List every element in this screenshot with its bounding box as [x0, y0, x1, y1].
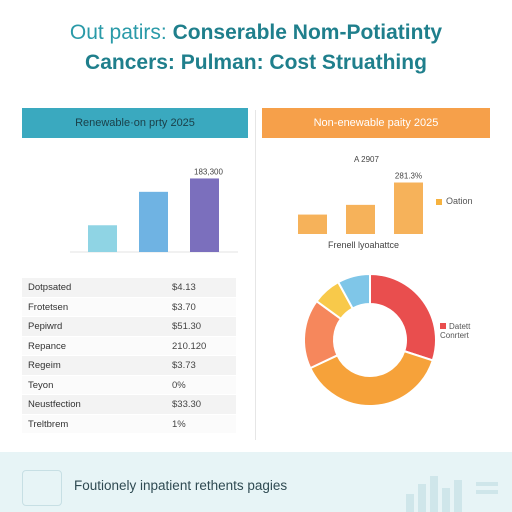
table-cell-value: 1%: [172, 418, 186, 430]
table-row: Frotetsen $3.70: [22, 297, 236, 317]
table-row: Treltbrem 1%: [22, 414, 236, 434]
table-cell-value: 0%: [172, 379, 186, 391]
table-row: Repance 210.120: [22, 336, 236, 356]
renewable-bar-label: 183,300: [194, 167, 223, 176]
nonrenewable-bar: [298, 214, 327, 234]
legend-swatch: [440, 323, 446, 329]
page-title-line1: Out patirs: Conserable Nom-Potiatinty: [0, 20, 512, 46]
legend-datett-label: Datett: [449, 322, 471, 331]
bar-chart-caption: Frenell lyoahattce: [328, 240, 400, 250]
bar-annotation: A 2907: [354, 155, 379, 164]
table-cell-label: Pepiwrd: [28, 321, 63, 332]
table-row: Neustfection $33.30: [22, 395, 236, 415]
nonrenewable-panel-header: Non-enewable paity 2025: [262, 108, 490, 138]
nonrenewable-bar: [394, 182, 423, 234]
table-row: Dotpsated $4.13: [22, 278, 236, 298]
nonrenewable-bar-chart: A 2907 281.3%: [298, 155, 423, 234]
legend-oation-label: Oation: [446, 196, 473, 206]
table-cell-label: Frotetsen: [28, 301, 69, 313]
legend-swatch: [436, 198, 442, 205]
nonrenewable-bar-label: 281.3%: [395, 172, 422, 181]
footer-card-outline: [22, 470, 62, 506]
renewable-bar-chart: 183,300: [70, 167, 238, 253]
table-cell-value: $3.73: [172, 360, 196, 371]
table-row: Pepiwrd $51.30: [22, 317, 236, 337]
table-cell-label: Dotpsated: [28, 282, 72, 293]
footer-caption: Foutionely inpatient rethents pagies: [74, 478, 288, 493]
table-cell-value: $3.70: [172, 301, 196, 313]
donut-slice: [308, 349, 435, 407]
nonrenewable-bar: [346, 204, 375, 234]
table-cell-label: Neustfection: [28, 399, 81, 410]
donut-slice: [336, 272, 371, 310]
table-cell-label: Teyon: [28, 379, 54, 391]
footer-band: [0, 452, 512, 512]
table-row: Teyon 0%: [22, 375, 236, 395]
table-row: Regeim $3.73: [22, 356, 236, 376]
table-cell-value: 210.120: [172, 340, 207, 352]
table-cell-value: $33.30: [172, 399, 202, 410]
donut-chart: [303, 272, 437, 407]
renewable-bar: [139, 191, 168, 252]
renewable-bar: [190, 178, 219, 252]
oation-legend: Oation: [436, 196, 473, 206]
cost-table: Dotpsated $4.13 Frotetsen $3.70 Pepiwrd $51.3…: [22, 278, 236, 434]
donut-legend: Datett Conrtert: [440, 322, 470, 340]
title-lead: Out patirs:: [69, 21, 173, 44]
panel-divider: [255, 110, 256, 440]
title-bold: Conserable Nom-Potiatinty: [172, 21, 443, 44]
donut-slice: [369, 272, 437, 362]
table-cell-label: Regeim: [28, 360, 61, 371]
page-title-line2: Cancers: Pulman: Cost Struathing: [0, 50, 512, 76]
renewable-bar: [88, 225, 117, 252]
table-cell-label: Repance: [28, 340, 67, 352]
table-cell-value: $4.13: [172, 282, 196, 293]
footer-bar-graphic: [406, 476, 498, 512]
renewable-panel-header: Renewable·on prty 2025: [22, 108, 248, 138]
title-line2-text: Cancers: Pulman: Cost Struathing: [85, 51, 427, 74]
legend-conrtert-label: Conrtert: [440, 331, 469, 340]
table-cell-value: $51.30: [172, 321, 202, 332]
table-cell-label: Treltbrem: [28, 418, 69, 430]
